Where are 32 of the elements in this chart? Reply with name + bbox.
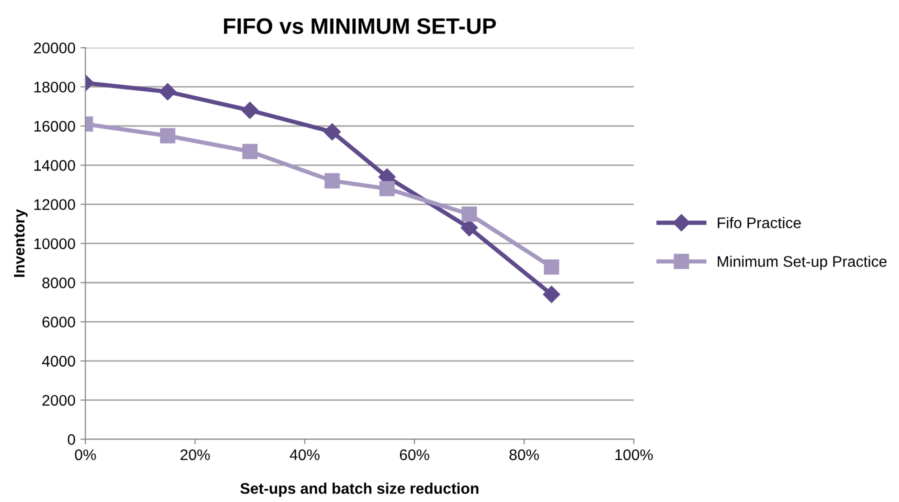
legend-label: Minimum Set-up Practice [718,256,887,270]
point [242,144,258,160]
point [379,181,395,196]
x-tick-label: 20% [180,449,210,460]
x-tick-label: 0% [74,449,96,460]
point [324,173,340,188]
y-tick-label: 12000 [34,199,76,210]
y-tick-label: 0 [68,434,76,445]
y-tick-label: 18000 [34,82,76,93]
y-tick-label: 8000 [42,277,76,288]
y-tick-label: 2000 [42,394,76,406]
point [241,102,258,119]
x-tick-label: 80% [509,449,539,460]
point [159,83,176,100]
x-tick-label: 100% [615,449,653,460]
y-tick-label: 14000 [34,160,76,171]
point [542,286,560,303]
y-tick-label: 16000 [34,120,76,132]
y-tick-label: 6000 [42,316,76,328]
y-tick-label: 10000 [34,238,76,250]
x-tick-label: 60% [400,449,430,460]
x-axis-title: Set-ups and batch size reduction [240,482,478,497]
y-axis-title: Inventory [14,209,28,277]
point [324,123,341,140]
legend-label: Fifo Practice [718,217,801,228]
point [160,128,176,144]
point [462,206,477,222]
chart-title: FIFO vs MINIMUM SET-UP [224,18,496,34]
y-tick-label: 4000 [42,356,76,367]
point [544,259,560,275]
x-tick-label: 40% [290,449,320,460]
y-tick-label: 20000 [34,42,76,54]
